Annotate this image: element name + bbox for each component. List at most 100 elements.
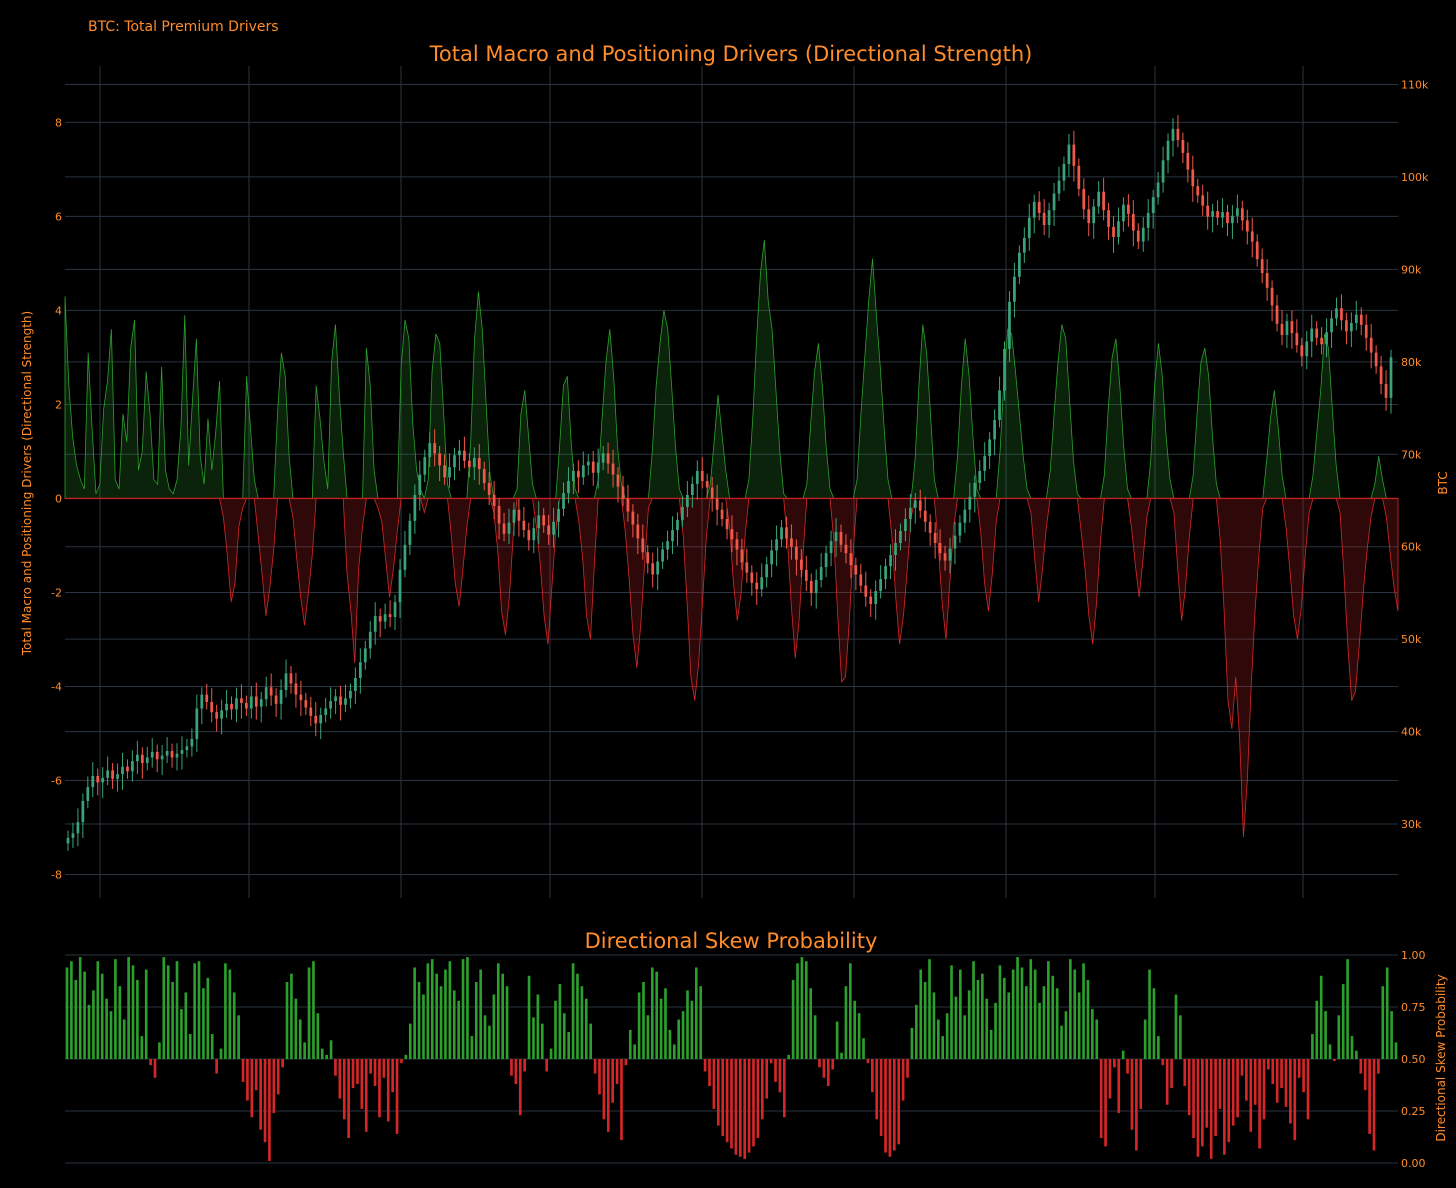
btc-candle-body	[943, 553, 947, 561]
skew-bar	[1205, 1059, 1209, 1128]
btc-candle-body	[1389, 357, 1393, 398]
btc-candle-body	[71, 833, 75, 838]
btc-candle-body	[695, 470, 699, 484]
btc-candle-body	[572, 470, 575, 482]
btc-candle-body	[973, 482, 977, 497]
btc-candle-body	[254, 696, 258, 707]
btc-candle-body	[1315, 328, 1319, 338]
btc-candle-body	[140, 754, 144, 764]
skew-bar	[193, 963, 196, 1059]
skew-bar	[1324, 1011, 1327, 1059]
skew-bar	[329, 1040, 333, 1059]
btc-candle-body	[96, 775, 100, 783]
skew-bar	[422, 994, 425, 1059]
skew-bar	[659, 998, 663, 1059]
skew-bar	[1130, 1059, 1134, 1130]
btc-candle-body	[269, 687, 273, 696]
skew-bar	[518, 1059, 522, 1116]
skew-bar	[474, 982, 478, 1059]
btc-candle-body	[661, 549, 664, 562]
btc-candle-body	[889, 555, 892, 567]
btc-candle-body	[913, 500, 917, 508]
skew-bar	[959, 969, 962, 1059]
grid-layer	[65, 66, 1398, 1164]
btc-candle-body	[631, 511, 635, 525]
skew-bar	[408, 1023, 412, 1059]
btc-candle-body	[279, 690, 283, 704]
skew-bar	[382, 1059, 386, 1078]
skew-bar	[505, 986, 509, 1059]
btc-candle-body	[621, 486, 625, 499]
skew-bar	[461, 959, 465, 1059]
skew-bar	[888, 1059, 892, 1157]
skew-bar	[721, 1059, 725, 1136]
skew-bar	[1033, 969, 1037, 1059]
skew-bar	[1201, 1059, 1204, 1147]
skew-bar	[105, 998, 108, 1059]
btc-candle-body	[1176, 128, 1180, 140]
skew-bar	[1240, 1059, 1244, 1076]
btc-candle-body	[344, 698, 347, 705]
skew-bar	[1328, 1044, 1332, 1059]
skew-bar	[527, 975, 531, 1059]
skew-bar	[1390, 1011, 1393, 1059]
skew-bar	[840, 1052, 843, 1059]
btc-candle-body	[978, 470, 982, 483]
skew-bar	[1187, 1059, 1191, 1116]
skew-bar	[611, 1059, 614, 1103]
btc-candle-body	[720, 509, 724, 519]
btc-candle-body	[1097, 191, 1101, 207]
skew-bar	[149, 1059, 152, 1066]
skew-y-tick-label: 0.75	[1401, 1001, 1426, 1014]
btc-candle-body	[383, 614, 387, 622]
skew-bar	[567, 1031, 570, 1059]
skew-bar	[417, 982, 421, 1059]
skew-bar	[202, 988, 205, 1059]
btc-candle-body	[324, 708, 328, 715]
btc-candle-body	[755, 582, 759, 590]
skew-bar	[83, 971, 86, 1059]
btc-candle-body	[864, 585, 868, 597]
skew-y-tick-label: 0.25	[1401, 1105, 1426, 1118]
btc-candle-body	[958, 522, 962, 536]
skew-bar	[1385, 967, 1389, 1059]
skew-bar	[166, 965, 170, 1059]
skew-bar	[686, 990, 689, 1059]
main-y-tick-label: -2	[51, 586, 62, 599]
skew-bar	[501, 973, 504, 1059]
skew-bar	[1377, 1059, 1380, 1074]
skew-bar	[835, 1021, 839, 1059]
skew-bar	[1051, 975, 1055, 1059]
btc-candle-body	[1349, 323, 1353, 332]
skew-bar	[1209, 1059, 1213, 1159]
btc-candle-body	[616, 474, 620, 487]
skew-bar	[809, 988, 813, 1059]
skew-bar	[250, 1059, 254, 1118]
skew-bar	[774, 1059, 777, 1082]
btc-candle-body	[185, 746, 189, 751]
skew-bar	[307, 967, 311, 1059]
skew-bar	[972, 961, 975, 1059]
btc-candle-body	[448, 467, 451, 478]
skew-bar	[941, 1036, 945, 1059]
btc-candle-body	[86, 787, 90, 801]
btc-candle-body	[512, 509, 516, 523]
btc-candles-layer	[66, 114, 1393, 851]
btc-candle-body	[1181, 139, 1185, 153]
skew-bar	[915, 1004, 918, 1059]
skew-bar	[1047, 961, 1050, 1059]
skew-bar	[884, 1059, 887, 1153]
btc-candle-body	[1037, 201, 1041, 213]
skew-bar	[708, 1059, 711, 1087]
skew-bar	[1069, 959, 1072, 1059]
btc-candle-body	[1013, 276, 1016, 302]
btc-candle-body	[656, 561, 660, 575]
skew-bar	[430, 959, 434, 1059]
skew-bar	[584, 998, 588, 1059]
skew-bar	[694, 967, 698, 1059]
btc-candle-body	[423, 457, 427, 475]
skew-bar	[369, 1059, 372, 1074]
btc-candle-body	[690, 483, 694, 495]
skew-bar	[1029, 959, 1033, 1059]
btc-candle-body	[1052, 193, 1056, 211]
